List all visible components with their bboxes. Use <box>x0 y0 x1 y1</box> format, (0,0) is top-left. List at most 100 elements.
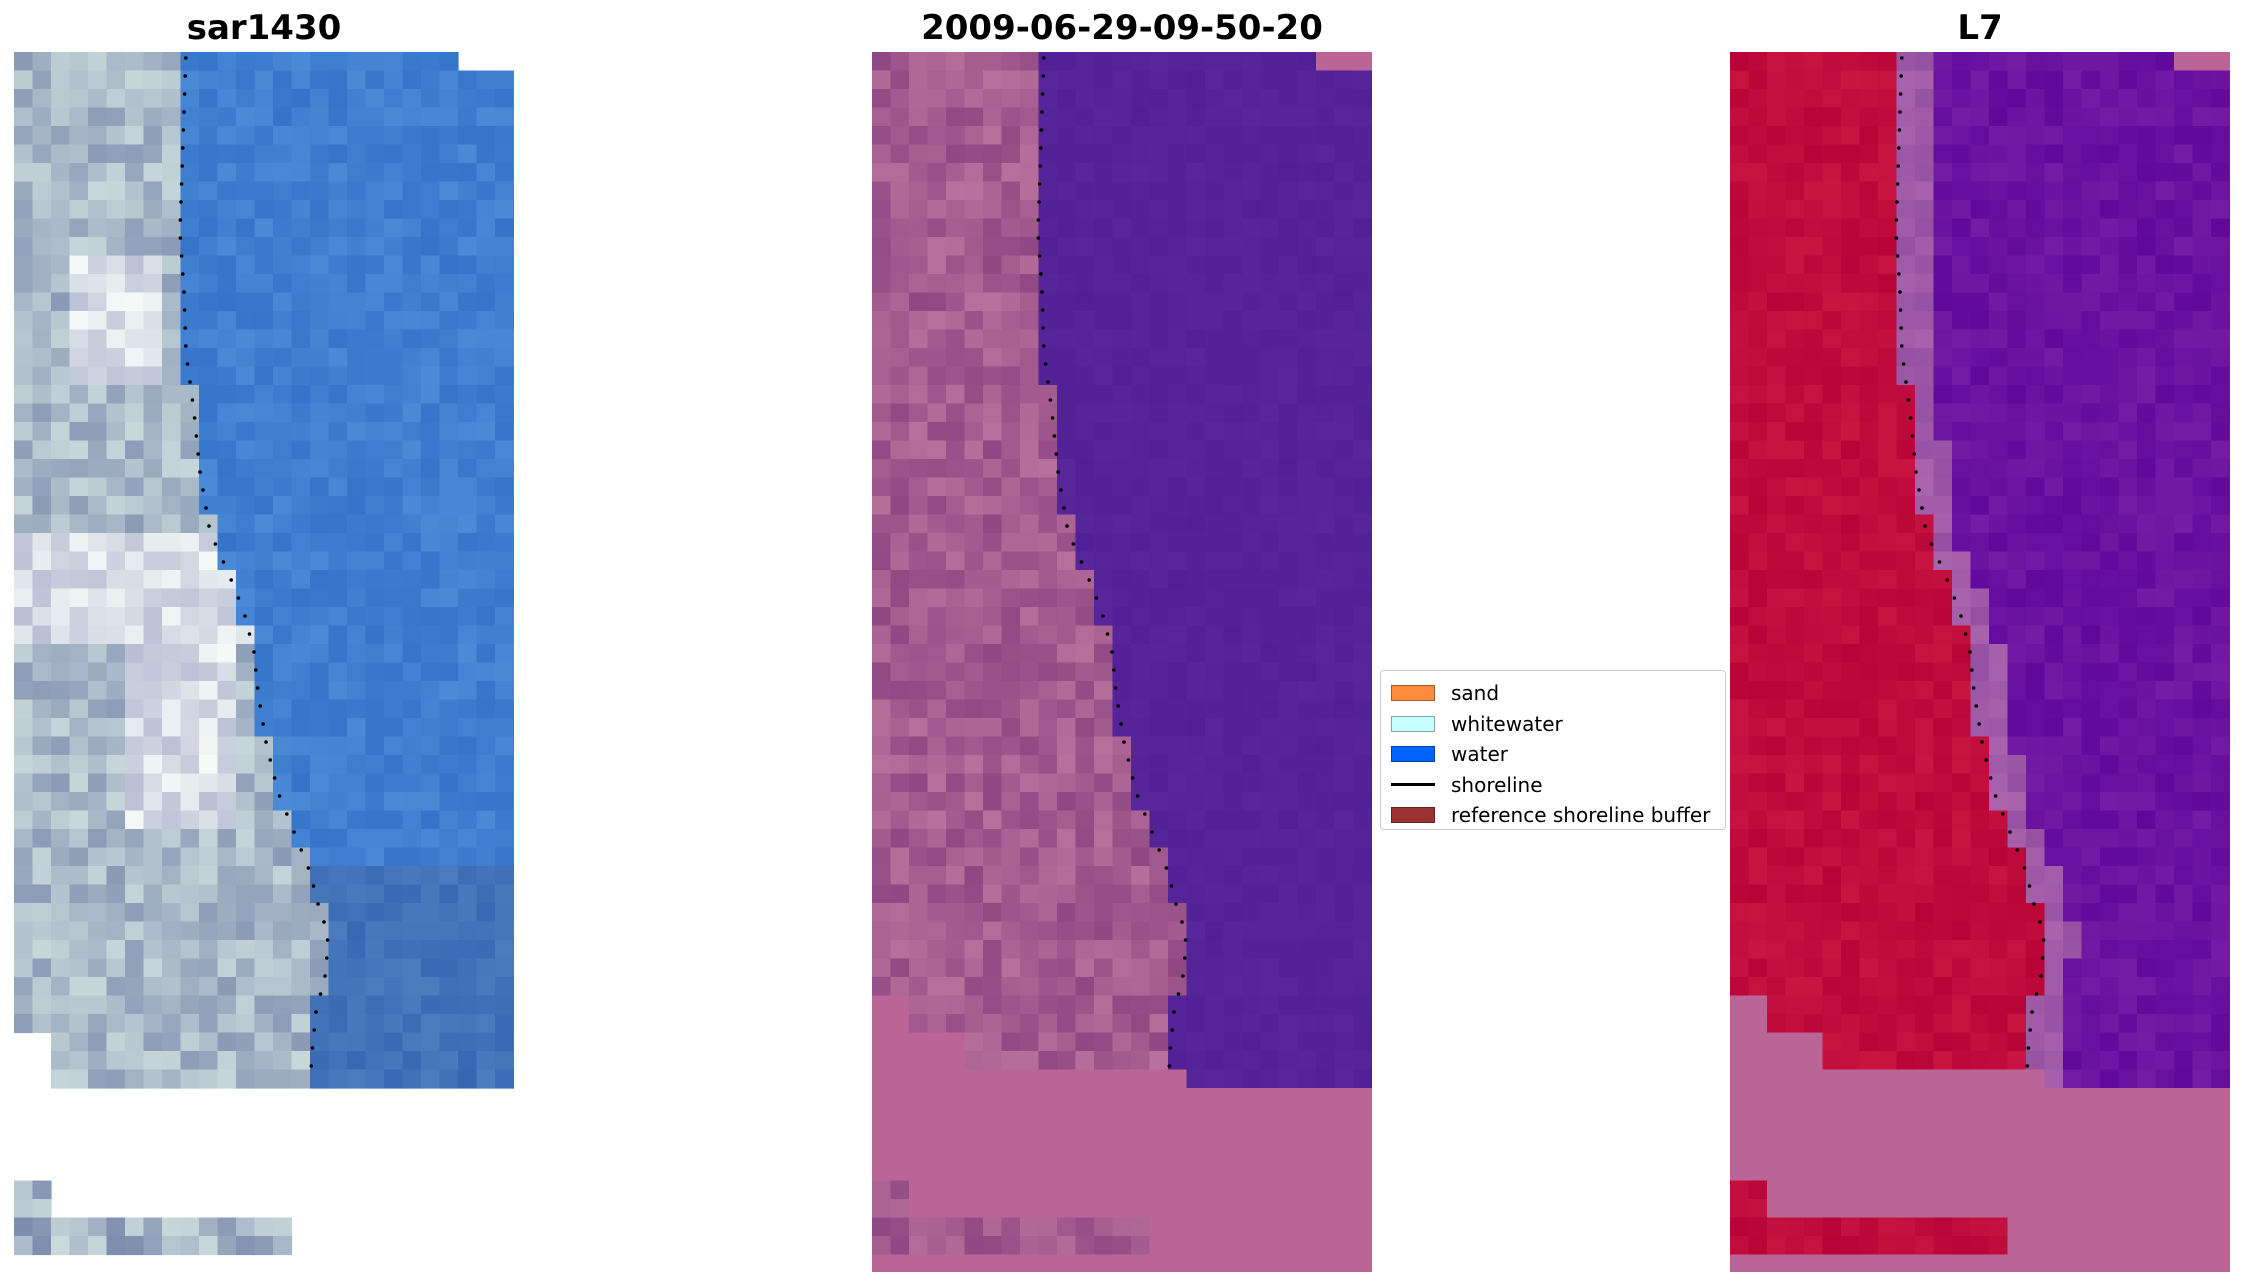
image-pixel <box>1075 1143 1095 1163</box>
image-pixel <box>983 718 1003 738</box>
image-pixel <box>32 792 52 812</box>
image-pixel <box>927 977 947 997</box>
image-pixel <box>2192 385 2212 405</box>
image-pixel <box>1730 366 1750 386</box>
image-pixel <box>347 607 367 627</box>
image-pixel <box>106 163 126 183</box>
image-pixel <box>2155 570 2175 590</box>
image-pixel <box>1242 940 1262 960</box>
image-pixel <box>143 163 163 183</box>
image-pixel <box>983 1236 1003 1256</box>
image-pixel <box>402 625 422 645</box>
image-pixel <box>964 477 984 497</box>
image-pixel <box>310 977 330 997</box>
image-pixel <box>1260 718 1280 738</box>
image-pixel <box>2137 348 2157 368</box>
image-pixel <box>1001 1051 1021 1071</box>
image-pixel <box>1279 866 1299 886</box>
image-pixel <box>51 274 71 294</box>
image-pixel <box>1260 1069 1280 1089</box>
image-pixel <box>2100 107 2120 127</box>
image-pixel <box>1186 237 1206 257</box>
image-pixel <box>1297 1199 1317 1219</box>
image-pixel <box>495 514 514 534</box>
image-pixel <box>347 903 367 923</box>
image-pixel <box>2174 403 2194 423</box>
image-pixel <box>291 385 311 405</box>
image-pixel <box>88 921 108 941</box>
image-pixel <box>513 940 514 960</box>
image-pixel <box>347 570 367 590</box>
image-pixel <box>1223 89 1243 109</box>
image-pixel <box>1038 570 1058 590</box>
image-pixel <box>143 921 163 941</box>
image-pixel <box>1094 126 1114 146</box>
image-pixel <box>458 366 478 386</box>
image-pixel <box>1822 847 1842 867</box>
image-pixel <box>964 329 984 349</box>
image-pixel <box>2229 773 2230 793</box>
image-pixel <box>1822 218 1842 238</box>
image-pixel <box>1001 329 1021 349</box>
image-pixel <box>1353 311 1372 331</box>
image-pixel <box>1371 1180 1372 1200</box>
image-pixel <box>384 940 404 960</box>
image-pixel <box>328 89 348 109</box>
image-pixel <box>890 755 910 775</box>
image-pixel <box>495 551 514 571</box>
image-pixel <box>180 422 200 442</box>
image-pixel <box>1057 1162 1077 1182</box>
image-pixel <box>1223 70 1243 90</box>
image-pixel <box>254 792 274 812</box>
image-pixel <box>384 477 404 497</box>
image-pixel <box>1094 866 1114 886</box>
image-pixel <box>291 588 311 608</box>
image-pixel <box>162 496 182 516</box>
image-pixel <box>291 144 311 164</box>
image-pixel <box>495 459 514 479</box>
image-pixel <box>2174 625 2194 645</box>
image-pixel <box>1112 1254 1132 1272</box>
image-pixel <box>1075 126 1095 146</box>
image-pixel <box>495 237 514 257</box>
image-pixel <box>2044 810 2064 830</box>
image-pixel <box>143 329 163 349</box>
image-pixel <box>254 496 274 516</box>
image-pixel <box>254 144 274 164</box>
image-pixel <box>2063 570 2083 590</box>
image-pixel <box>1168 977 1188 997</box>
image-pixel <box>32 89 52 109</box>
image-pixel <box>983 52 1003 72</box>
image-pixel <box>2155 551 2175 571</box>
image-pixel <box>2118 496 2138 516</box>
image-pixel <box>2137 644 2157 664</box>
image-pixel <box>1038 459 1058 479</box>
image-pixel <box>1896 921 1916 941</box>
image-pixel <box>217 736 237 756</box>
image-pixel <box>1057 699 1077 719</box>
image-pixel <box>983 403 1003 423</box>
image-pixel <box>927 144 947 164</box>
image-pixel <box>1242 477 1262 497</box>
image-pixel <box>106 736 126 756</box>
image-pixel <box>1748 496 1768 516</box>
image-pixel <box>51 1014 71 1034</box>
image-pixel <box>1297 810 1317 830</box>
image-pixel <box>143 958 163 978</box>
image-pixel <box>1767 570 1787 590</box>
image-pixel <box>328 126 348 146</box>
image-pixel <box>1841 422 1861 442</box>
image-pixel <box>1242 699 1262 719</box>
image-pixel <box>1804 348 1824 368</box>
image-pixel <box>2211 385 2230 405</box>
image-pixel <box>2026 385 2046 405</box>
image-pixel <box>14 126 34 146</box>
image-pixel <box>1767 977 1787 997</box>
image-pixel <box>983 810 1003 830</box>
image-pixel <box>1131 533 1151 553</box>
image-pixel <box>384 958 404 978</box>
image-pixel <box>254 773 274 793</box>
image-pixel <box>2007 440 2027 460</box>
image-pixel <box>2137 570 2157 590</box>
image-pixel <box>1149 89 1169 109</box>
